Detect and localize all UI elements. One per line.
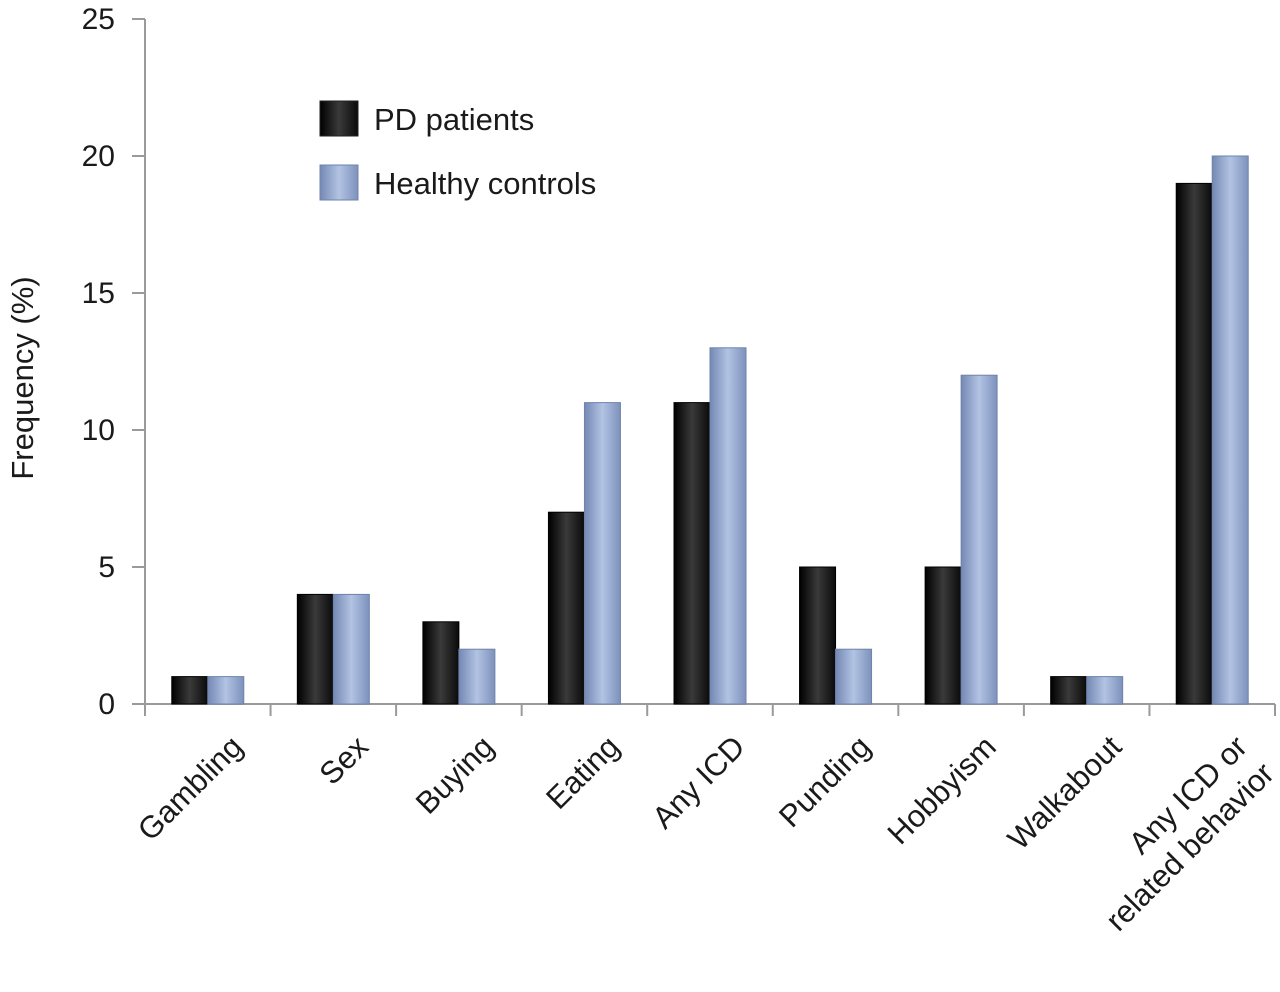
- x-tick-label: Gambling: [131, 729, 250, 848]
- bar-pd-patients: [296, 593, 334, 705]
- bar-healthy-controls: [835, 648, 873, 705]
- bar-healthy-controls: [583, 402, 621, 705]
- bar-pd-patients: [422, 621, 460, 705]
- x-tick-label-line: Punding: [772, 729, 877, 834]
- y-tick-label: 15: [82, 277, 115, 310]
- y-tick-label: 10: [82, 414, 115, 447]
- x-tick-label: Hobbyism: [881, 729, 1003, 851]
- x-tick-label-line: Buying: [409, 729, 501, 821]
- bar-healthy-controls: [207, 676, 245, 705]
- y-tick-label: 5: [98, 551, 115, 584]
- y-tick-label: 20: [82, 140, 115, 173]
- y-axis-label: Frequency (%): [5, 276, 40, 479]
- x-tick-label-line: Any ICD: [645, 729, 751, 835]
- legend-swatch-healthy-controls: [319, 164, 359, 201]
- bar-healthy-controls: [960, 374, 998, 705]
- bar-healthy-controls: [458, 648, 496, 705]
- y-tick-label: 25: [82, 3, 115, 36]
- x-tick-label: Walkabout: [1001, 729, 1129, 857]
- bar-pd-patients: [547, 511, 585, 705]
- bar-pd-patients: [1175, 182, 1213, 705]
- y-tick-label: 0: [98, 688, 115, 721]
- legend-label-healthy-controls: Healthy controls: [374, 166, 596, 201]
- bar-healthy-controls: [332, 593, 370, 705]
- bar-pd-patients: [171, 676, 209, 705]
- y-ticks: 0 5 10 15 20 25: [82, 3, 145, 721]
- legend: PD patients Healthy controls: [319, 100, 596, 201]
- x-tick-label-line: Hobbyism: [881, 729, 1003, 851]
- x-tick-label: Sex: [312, 729, 375, 792]
- x-tick-label: Punding: [772, 729, 877, 834]
- bar-pd-patients: [799, 566, 837, 705]
- x-tick-label: Eating: [539, 729, 626, 816]
- bar-pd-patients: [673, 402, 711, 705]
- x-ticks: Gambling Sex Buying Eating Any ICD Punding Hob…: [131, 704, 1280, 938]
- x-tick-label-line: Gambling: [131, 729, 250, 848]
- x-tick-label: Buying: [409, 729, 501, 821]
- bar-healthy-controls: [1086, 676, 1124, 705]
- x-tick-label-line: Walkabout: [1001, 729, 1129, 857]
- x-tick-label-line: Sex: [312, 729, 375, 792]
- x-tick-label: Any ICD: [645, 729, 751, 835]
- bar-healthy-controls: [1211, 155, 1249, 705]
- legend-label-pd-patients: PD patients: [374, 102, 534, 137]
- bar-healthy-controls: [709, 347, 747, 705]
- x-tick-label-line: Eating: [539, 729, 626, 816]
- bar-pd-patients: [924, 566, 962, 705]
- bars: [171, 155, 1249, 705]
- bar-pd-patients: [1050, 676, 1088, 705]
- legend-swatch-pd-patients: [319, 100, 359, 137]
